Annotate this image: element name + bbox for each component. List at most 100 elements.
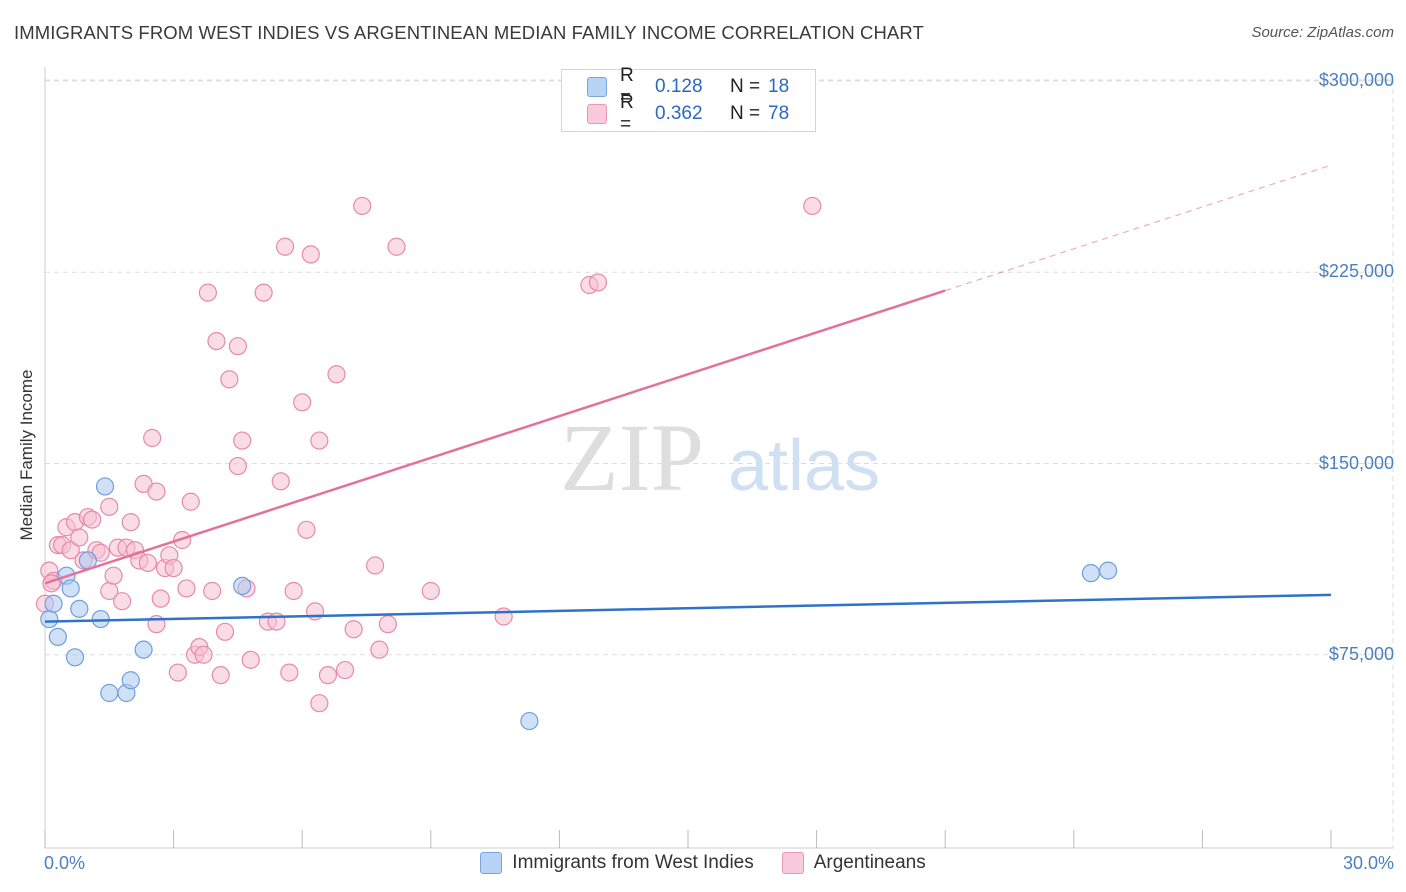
argentineans-point — [387, 237, 406, 256]
argentineans-point — [280, 663, 299, 682]
west-indies-trend-line — [44, 593, 1332, 623]
argentineans-point — [151, 589, 170, 608]
argentineans-point — [83, 510, 102, 529]
argentineans-point — [370, 640, 389, 659]
west-indies-point — [121, 671, 140, 690]
watermark: ZIP atlas — [560, 404, 880, 511]
argentineans-point — [164, 558, 183, 578]
argentineans-point — [803, 196, 822, 216]
argentineans-point — [335, 660, 355, 680]
gridlines — [45, 79, 1393, 656]
x-tick-label-min: 0.0% — [44, 853, 86, 873]
argentineans-point — [310, 694, 329, 713]
legend-item-west-indies[interactable]: Immigrants from West Indies — [480, 852, 754, 874]
argentineans-point — [344, 620, 363, 639]
series-west-indies-points — [40, 477, 1118, 731]
r-value: 0.362 — [655, 103, 703, 124]
r-label: R = — [620, 92, 634, 135]
chart-title: IMMIGRANTS FROM WEST INDIES VS ARGENTINE… — [14, 22, 924, 43]
argentineans-point — [310, 431, 329, 450]
argentineans-point — [104, 566, 123, 585]
west-indies-point — [100, 683, 119, 703]
west-indies-point — [233, 576, 252, 596]
west-indies-point — [61, 579, 80, 598]
west-indies-point — [65, 648, 85, 667]
argentineans-point — [207, 332, 226, 351]
argentineans-point — [147, 482, 166, 501]
n-value: 78 — [768, 103, 790, 124]
argentineans-point — [211, 666, 230, 685]
legend-swatch-blue — [480, 852, 503, 874]
series-argentineans-points — [35, 196, 822, 713]
west-indies-point — [70, 599, 89, 618]
argentineans-point — [318, 666, 338, 685]
legend-label: Immigrants from West Indies — [512, 852, 754, 873]
series-legend: Immigrants from West Indies Argentineans — [0, 852, 1406, 874]
argentineans-point — [421, 581, 440, 601]
argentineans-point — [177, 579, 196, 598]
argentineans-point — [61, 541, 80, 560]
n-value: 18 — [768, 76, 790, 97]
argentineans-point — [220, 370, 239, 389]
argentineans-point — [121, 513, 140, 532]
x-tick-label-max: 30.0% — [1342, 853, 1394, 873]
argentineans-point — [100, 497, 119, 516]
watermark-zip: ZIP — [560, 404, 704, 511]
argentineans-point — [228, 337, 247, 356]
legend-row-west-indies: R = 0.128 N = 18 — [587, 65, 790, 108]
source-label: Source: ZipAtlas.com — [1251, 24, 1394, 41]
y-tick-label: $225,000 — [1318, 261, 1394, 282]
west-indies-point — [95, 477, 115, 496]
argentineans-point — [113, 592, 132, 611]
correlation-legend: R = 0.128 N = 18 R = 0.362 N = 78 — [561, 65, 816, 135]
argentineans-point — [293, 393, 312, 412]
y-tick-label: $300,000 — [1318, 70, 1394, 90]
argentineans-point — [284, 581, 303, 601]
trend-lines — [44, 164, 1332, 623]
legend-swatch-pink — [781, 852, 804, 874]
argentineans-point — [297, 520, 316, 539]
y-tick-label: $75,000 — [1328, 643, 1394, 664]
legend-item-argentineans[interactable]: Argentineans — [781, 852, 926, 874]
argentineans-point — [365, 556, 385, 575]
argentineans-point — [301, 245, 320, 264]
watermark-atlas: atlas — [728, 426, 880, 506]
n-label: N = — [730, 103, 761, 124]
argentineans-point — [271, 472, 290, 491]
west-indies-point — [1081, 564, 1101, 583]
argentineans-point — [203, 581, 222, 601]
argentineans-point — [194, 645, 213, 664]
legend-swatch-pink — [587, 104, 607, 124]
argentineans-point — [181, 492, 200, 511]
argentineans-point — [215, 622, 235, 641]
legend-row-argentineans: R = 0.362 N = 78 — [587, 92, 790, 135]
west-indies-point — [40, 609, 59, 629]
n-label: N = — [730, 76, 761, 97]
argentineans-trend-line-extension — [945, 164, 1332, 292]
argentineans-point — [254, 283, 273, 302]
west-indies-point — [48, 627, 67, 647]
argentineans-point — [198, 283, 217, 302]
argentineans-point — [353, 196, 372, 216]
argentineans-point — [378, 615, 398, 634]
argentineans-point — [241, 650, 260, 669]
west-indies-point — [520, 711, 539, 731]
legend-label: Argentineans — [813, 852, 926, 873]
argentineans-point — [494, 607, 513, 626]
argentineans-point — [588, 273, 608, 292]
argentineans-point — [70, 528, 89, 547]
argentineans-point — [143, 428, 162, 448]
argentineans-point — [233, 431, 252, 450]
west-indies-point — [91, 609, 110, 629]
west-indies-point — [1098, 561, 1118, 580]
r-value: 0.128 — [655, 76, 703, 97]
argentineans-point — [275, 237, 295, 256]
argentineans-point — [228, 456, 247, 476]
argentineans-point — [138, 553, 157, 573]
r-label: R = — [620, 65, 634, 108]
west-indies-point — [134, 640, 153, 659]
argentineans-point — [168, 663, 187, 682]
y-tick-label: $150,000 — [1318, 452, 1394, 473]
legend-swatch-blue — [587, 77, 607, 97]
